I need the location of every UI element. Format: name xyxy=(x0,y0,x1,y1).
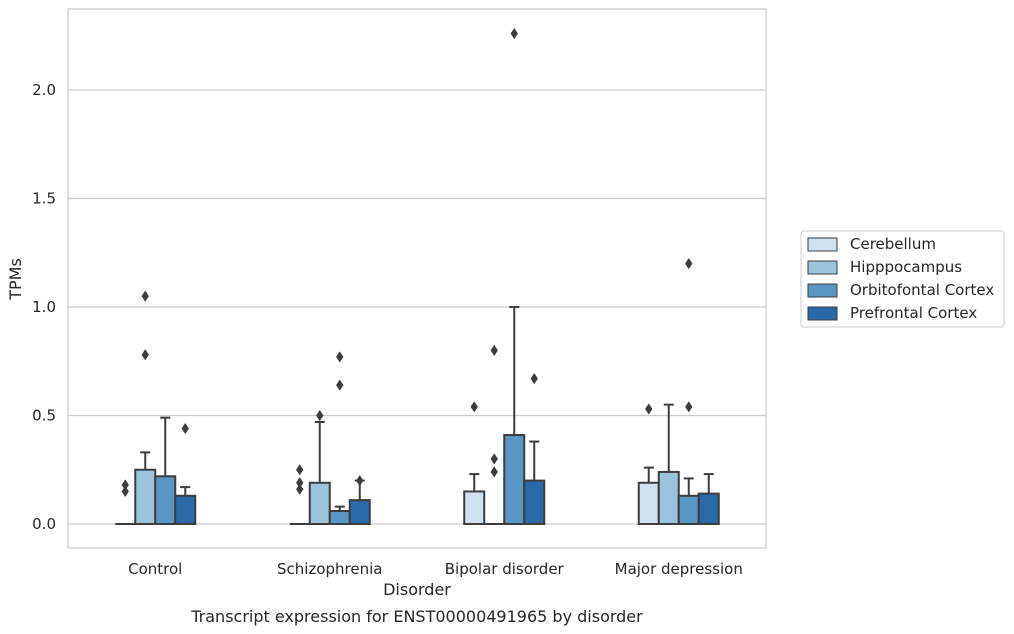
legend-label: Hipppocampus xyxy=(850,258,962,276)
box-body xyxy=(503,434,526,525)
outlier-point xyxy=(121,479,129,491)
outlier-point xyxy=(181,422,189,435)
outlier-point xyxy=(510,27,518,40)
legend-swatch xyxy=(807,260,838,275)
y-tick-label: 2.0 xyxy=(32,81,56,99)
y-tick-label: 0.0 xyxy=(32,515,56,533)
x-tick-label: Major depression xyxy=(615,560,743,578)
legend-swatch xyxy=(807,237,838,252)
box-group xyxy=(697,473,720,525)
outlier-point xyxy=(121,485,129,498)
box-body xyxy=(134,468,157,525)
outlier-point xyxy=(685,401,693,413)
legend-label: Orbitofontal Cortex xyxy=(850,281,994,299)
box-group xyxy=(134,290,157,525)
y-tick-label: 1.0 xyxy=(32,298,56,316)
legend-label: Prefrontal Cortex xyxy=(850,304,977,322)
box-body xyxy=(328,509,351,526)
outlier-point xyxy=(296,483,304,495)
legend: Cerebellum Hipppocampus Orbitofontal Corte… xyxy=(800,230,1005,328)
box-group xyxy=(523,372,546,526)
box-group xyxy=(484,344,505,525)
outlier-point xyxy=(645,403,653,415)
plot-frame xyxy=(67,8,767,549)
legend-label: Cerebellum xyxy=(850,235,936,253)
x-tick-label: Schizophrenia xyxy=(277,560,382,578)
box-body xyxy=(463,490,486,526)
x-tick-label: Control xyxy=(128,560,182,578)
legend-swatch xyxy=(807,283,838,298)
box-body xyxy=(174,494,197,526)
y-axis-title: TPMs xyxy=(6,258,25,301)
outlier-point xyxy=(141,349,149,361)
box-body xyxy=(697,492,720,525)
box-group xyxy=(637,403,660,525)
outlier-point xyxy=(316,409,324,422)
outlier-point xyxy=(490,466,498,478)
box-group xyxy=(503,27,526,525)
y-axis-ticks: 0.0 0.5 1.0 1.5 2.0 xyxy=(32,81,56,533)
x-tick-label: Bipolar disorder xyxy=(445,560,565,578)
box-group xyxy=(463,401,486,526)
y-tick-label: 0.5 xyxy=(32,407,56,425)
outlier-point xyxy=(296,464,304,476)
box-group xyxy=(174,422,197,526)
x-axis-title: Disorder xyxy=(383,580,451,599)
outlier-point xyxy=(336,379,344,391)
box-group xyxy=(308,409,331,525)
box-group xyxy=(328,351,351,526)
box-body xyxy=(637,481,660,525)
x-axis-ticks: Control Schizophrenia Bipolar disorder Majo… xyxy=(128,560,743,578)
box-body xyxy=(308,481,331,525)
box-body xyxy=(154,475,177,526)
box-group xyxy=(154,416,177,526)
outlier-point xyxy=(141,290,149,302)
outlier-point xyxy=(356,474,364,487)
chart-caption: Transcript expression for ENST0000049196… xyxy=(190,607,643,626)
box-group xyxy=(348,474,371,526)
box-body xyxy=(657,470,680,526)
box-group xyxy=(657,403,680,526)
outlier-point xyxy=(530,372,538,385)
outlier-point xyxy=(470,401,478,413)
gridlines xyxy=(68,89,766,525)
legend-swatch xyxy=(807,306,838,321)
outlier-point xyxy=(490,453,498,465)
box-group xyxy=(115,479,136,525)
box-body xyxy=(523,479,546,526)
box-group xyxy=(289,464,310,525)
y-tick-label: 1.5 xyxy=(32,190,56,208)
outlier-point xyxy=(296,477,304,489)
box-body xyxy=(348,499,371,526)
outlier-point xyxy=(490,344,498,357)
box-group xyxy=(677,257,700,526)
box-plot-marks xyxy=(115,27,720,526)
outlier-point xyxy=(685,257,693,270)
box-body xyxy=(677,494,700,526)
legend-frame xyxy=(800,230,1005,328)
outlier-point xyxy=(336,351,344,363)
